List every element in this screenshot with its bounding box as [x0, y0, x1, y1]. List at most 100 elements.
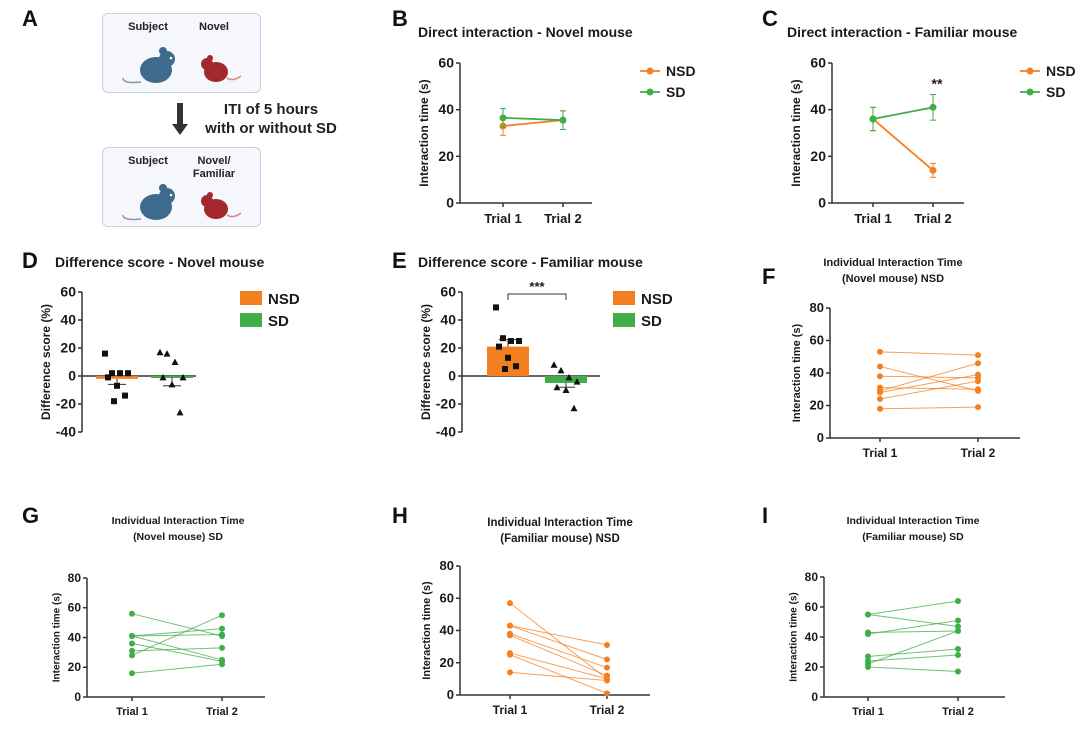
y-tick-label: 0	[817, 430, 824, 445]
stimulus-mouse-icon	[201, 55, 242, 82]
subject-line	[867, 666, 959, 672]
data-point-triangle	[171, 358, 179, 365]
subject-line	[509, 671, 608, 681]
data-point-trial1	[865, 664, 871, 670]
legend-label: NSD	[641, 291, 673, 308]
x-tick-label: Trial 2	[914, 211, 952, 226]
y-tick-label: 80	[440, 558, 454, 573]
y-tick-label: 60	[810, 55, 826, 71]
iti-line-1: ITI of 5 hours	[223, 101, 319, 118]
data-point-trial1	[877, 363, 883, 370]
data-point-trial2	[975, 378, 981, 385]
chart-title: (Novel mouse) SD	[133, 531, 223, 543]
legend-swatch	[240, 313, 262, 327]
subject-line	[867, 630, 959, 665]
data-point-trial2	[975, 371, 981, 378]
data-point-sd	[869, 115, 877, 123]
data-point-trial1	[865, 611, 871, 618]
x-tick-label: Trial 2	[544, 211, 582, 226]
subject-line	[879, 380, 979, 400]
y-axis-label: Interaction time (s)	[421, 581, 433, 680]
y-tick-label: 0	[448, 368, 456, 384]
data-point-trial2	[955, 668, 961, 675]
down-arrow-head-icon	[172, 124, 188, 135]
data-point-trial1	[129, 610, 135, 617]
data-point-square	[105, 374, 111, 381]
data-point-trial1	[877, 373, 883, 380]
subject-line	[131, 635, 223, 661]
subject-line	[131, 613, 223, 637]
chart-title: Individual Interaction Time	[847, 515, 980, 527]
data-point-square	[500, 335, 506, 342]
series-line-sd	[502, 116, 564, 122]
mice-illustration	[122, 184, 242, 221]
data-point-square	[496, 343, 502, 350]
stimulus-label-line2: Familiar	[192, 168, 236, 180]
y-tick-label: 40	[805, 630, 819, 644]
subject-mouse-icon	[122, 47, 175, 84]
y-axis-label: Difference score (%)	[39, 304, 53, 420]
y-tick-label: 40	[68, 630, 82, 644]
subject-line	[509, 602, 608, 680]
legend-marker	[1026, 67, 1034, 75]
data-point-trial2	[219, 625, 225, 632]
data-point-square	[508, 338, 514, 344]
significance-marker: ***	[529, 279, 545, 294]
data-point-trial2	[219, 644, 225, 651]
legend-label: SD	[666, 84, 685, 100]
panel-letter: D	[22, 248, 38, 273]
y-tick-label: 0	[447, 687, 454, 702]
chart-title: Difference score - Novel mouse	[55, 254, 265, 270]
data-point-triangle	[159, 373, 167, 381]
legend-marker	[646, 88, 654, 96]
data-point-triangle	[168, 380, 176, 388]
data-point-square	[117, 370, 123, 377]
data-point-trial2	[955, 628, 961, 634]
subject-line	[509, 654, 608, 694]
mice-illustration	[122, 47, 242, 84]
chart-G: Individual Interaction Time (Novel mouse)…	[51, 515, 265, 718]
chart-title: Difference score - Familiar mouse	[418, 254, 643, 270]
y-axis-label: Interaction time (s)	[788, 592, 799, 681]
down-arrow-icon	[177, 103, 183, 125]
data-point-square	[125, 370, 131, 377]
subject-line	[131, 614, 223, 656]
trial2-box: Subject Novel/ Familiar	[102, 147, 261, 227]
data-point-trial2	[955, 652, 961, 658]
data-point-trial1	[507, 600, 513, 607]
y-axis-label: Difference score (%)	[419, 304, 433, 420]
legend-label: NSD	[1046, 63, 1076, 79]
y-tick-label: -20	[56, 396, 76, 412]
subject-line	[867, 654, 959, 662]
data-point-triangle	[553, 383, 561, 391]
subject-line	[509, 634, 608, 677]
y-tick-label: 40	[440, 623, 454, 638]
y-tick-label: 60	[68, 601, 82, 615]
legend-label: NSD	[268, 291, 300, 308]
data-point-triangle	[179, 373, 187, 381]
y-tick-label: 0	[811, 690, 818, 704]
y-tick-label: 60	[440, 590, 454, 605]
chart-title: (Familiar mouse) NSD	[500, 533, 620, 545]
data-point-square	[102, 350, 108, 357]
data-point-trial1	[507, 651, 513, 658]
subject-line	[131, 663, 223, 674]
data-point-triangle	[570, 404, 578, 412]
y-tick-label: -40	[436, 424, 456, 440]
y-tick-label: 20	[810, 398, 824, 413]
y-tick-label: 20	[68, 660, 82, 674]
data-point-triangle	[557, 366, 565, 374]
subject-line	[879, 406, 979, 410]
legend-swatch	[613, 291, 635, 305]
data-point-trial1	[865, 629, 871, 636]
data-point-trial2	[955, 646, 961, 652]
data-point-triangle	[163, 350, 171, 357]
legend-label: NSD	[666, 63, 696, 79]
x-tick-label: Trial 1	[493, 703, 528, 717]
series-line-sd	[872, 106, 934, 120]
y-tick-label: 40	[810, 365, 824, 380]
data-point-trial2	[955, 623, 961, 630]
data-point-trial1	[507, 632, 513, 639]
data-point-square	[493, 304, 499, 311]
chart-I: Individual Interaction Time (Familiar mou…	[788, 515, 1005, 718]
